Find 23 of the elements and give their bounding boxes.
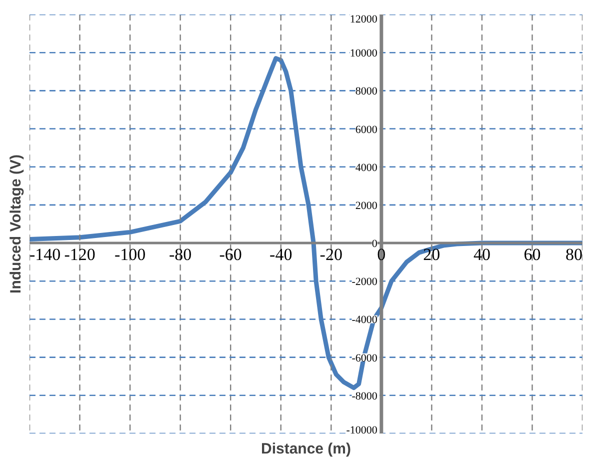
y-tick-label: -2000: [352, 276, 378, 288]
x-tick-label: -100: [114, 245, 146, 264]
y-tick-label: 6000: [355, 124, 378, 136]
x-tick-label: -140: [30, 245, 61, 264]
x-tick-label: -60: [219, 245, 242, 264]
y-tick-label: 8000: [355, 86, 378, 98]
x-tick-label: -40: [270, 245, 292, 264]
y-tick-label: 10000: [350, 48, 378, 60]
x-tick-label: 80: [566, 245, 582, 264]
x-tick-label: 20: [423, 245, 440, 264]
y-tick-label: 4000: [355, 162, 378, 174]
y-axis-title: Induced Voltage (V): [8, 154, 24, 294]
y-tick-label: -8000: [352, 390, 378, 402]
x-tick-label: -120: [64, 245, 96, 264]
y-tick-label: 12000: [350, 14, 378, 26]
x-axis-title: Distance (m): [260, 440, 352, 458]
y-tick-label: -10000: [346, 424, 378, 436]
x-tick-label: 40: [473, 245, 490, 264]
y-tick-label: -4000: [352, 314, 378, 326]
y-tick-label: 2000: [355, 200, 378, 212]
x-tick-label: -20: [320, 245, 342, 264]
x-tick-label: -80: [168, 245, 192, 264]
x-tick-label: 60: [524, 245, 541, 264]
